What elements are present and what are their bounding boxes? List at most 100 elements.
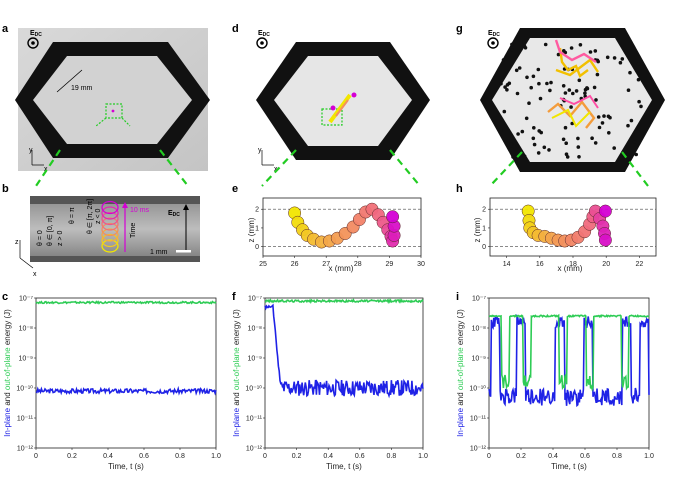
axes-indicator-b: z x [15,239,37,278]
particle-dot [567,88,572,92]
x-tick-label: 14 [503,261,511,268]
ylabel-e: z (mm) [247,217,256,242]
svg-text:y: y [29,147,33,154]
ring-mark [101,206,119,220]
particle-dot [564,141,568,145]
particle-rings-b [101,200,119,253]
particle-dot [549,80,553,85]
y-tick-label: 10⁻⁸ [19,326,33,333]
particle-dot [514,68,519,73]
x-tick-label: 0.6 [580,453,590,460]
particle-dot [600,121,605,125]
particle-dot [542,145,547,150]
energy-xlabel: Time, t (s) [108,462,144,471]
theta-label-mid: θ ∈ [0, π] [47,216,54,246]
panel-b: b θ = 0 θ ∈ [0, π] z > 0 θ = π θ ∈ [π, 2… [2,183,200,278]
theta-label-pi: θ = π [69,207,76,224]
particle-dot [637,99,641,104]
panel-f: f [232,291,236,303]
particle-dot [511,155,515,159]
particle-dot [545,81,549,86]
x-tick-label: 25 [259,261,267,268]
particle-dot [538,96,543,101]
series-line [488,313,650,408]
plot-frame [264,297,424,449]
particle-dot [556,52,561,57]
panel-label-b: b [2,183,9,195]
y-tick-label: 10⁻¹¹ [470,416,487,423]
panel-label-d: d [232,23,239,35]
xlabel-h: x (mm) [558,264,583,273]
particle-dot [612,56,617,60]
particle-dot [536,67,541,72]
panel-a: a EDC 19 mm y x [2,23,210,187]
y-tick-label: 10⁻⁷ [472,296,486,303]
x-tick-label: 20 [602,261,610,268]
x-tick-label: 0.4 [548,453,558,460]
particle-dot [596,59,600,64]
particle-dot [561,84,566,88]
particle-dot [543,42,548,47]
y-tick-label: 0 [482,244,486,251]
particle-dot [594,98,598,102]
scale-bar-b [176,250,191,253]
y-tick-label: 10⁻¹⁰ [469,385,486,393]
particle-dot [529,85,533,90]
particle-dot [607,131,611,135]
trajectory-g-2 [554,39,597,63]
particle-dot [596,115,601,119]
xlabel-e: x (mm) [329,264,354,273]
scale-text-b: 1 mm [150,249,168,256]
particle-dot [527,101,531,105]
particle-dot [509,142,513,146]
trajectory-d [328,93,352,124]
particle-dot [634,152,638,157]
panel-label-g: g [456,23,463,35]
trajectory-g-1 [555,47,599,78]
ring-mark [101,222,119,237]
theta-range2-label: θ ∈ [π, 2π] [87,199,94,234]
panel-e: e z (mm) x (mm) 2 1 0 25 26 27 28 29 30 [232,183,425,273]
particle-dot [509,147,514,152]
plot-frame [35,297,217,449]
axes-indicator-d: y x [258,147,278,173]
particle-dot [561,137,566,142]
ring-mark [101,239,119,253]
particle-dot [525,75,529,80]
particle-dot [522,154,527,159]
theta-label-top: θ = 0 [37,230,44,246]
svg-text:x: x [33,271,37,278]
particle-dot [499,81,503,86]
y-tick-label: 10⁻¹¹ [246,416,263,423]
ring-mark [101,233,119,248]
x-tick-label: 0.8 [175,453,185,460]
ring-mark [101,211,119,226]
x-tick-label: 30 [417,261,425,268]
ylabel-h: z (mm) [473,217,482,242]
particle-dot [515,91,520,96]
svg-text:x: x [274,166,278,173]
particle-dot [537,129,541,133]
panel-c: c [2,291,8,303]
y-tick-label: 10⁻⁷ [248,296,262,303]
x-tick-label: 22 [636,261,644,268]
energy-ylabel: In-plane and out-of-plane energy (J) [3,309,12,437]
panel-label-h: h [456,183,463,195]
particle-dot [531,136,536,141]
plot-frame [262,197,422,257]
scale-arrow-a [56,69,83,93]
y-tick-label: 10⁻¹² [470,446,487,453]
particle-dot [531,74,536,79]
ring-mark [101,200,119,215]
particle-dot [505,88,509,92]
x-tick-label: 0.4 [103,453,113,460]
scatter-point [598,233,612,247]
y-tick-label: 10⁻⁹ [19,356,33,363]
particle-dot [532,142,537,147]
particle-dot [632,140,637,144]
plot-frame [489,197,657,257]
x-tick-label: 0 [34,453,38,460]
x-tick-label: 26 [291,261,299,268]
svg-text:y: y [258,147,262,154]
